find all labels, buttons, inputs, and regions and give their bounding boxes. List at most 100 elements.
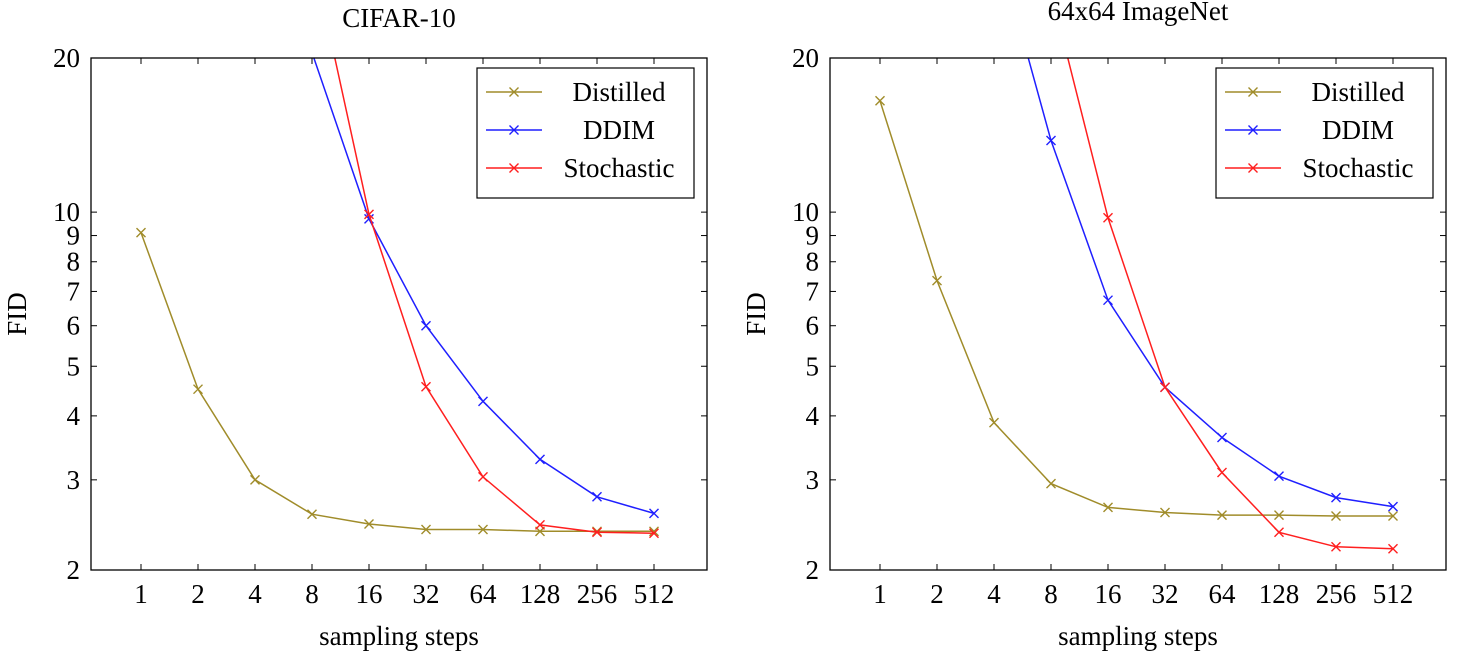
y-tick-label: 2 [67, 555, 81, 585]
data-point-distilled [136, 227, 146, 238]
data-point-ddim [1274, 471, 1284, 482]
data-point-stochastic [1388, 543, 1398, 554]
data-point-stochastic [1331, 541, 1341, 552]
plot-frame [829, 57, 1447, 571]
legend-label-ddim: DDIM [1322, 115, 1394, 145]
y-tick-label: 5 [67, 351, 81, 381]
data-point-ddim [592, 491, 602, 502]
x-tick-label: 256 [577, 579, 618, 609]
legend-label-stochastic: Stochastic [1303, 153, 1414, 183]
y-axis-label: FID [741, 292, 771, 336]
data-point-distilled [1388, 510, 1398, 521]
data-point-distilled [1274, 510, 1284, 521]
legend-marker-stochastic [509, 163, 519, 173]
y-tick-label: 20 [53, 43, 80, 73]
legend-label-ddim: DDIM [583, 115, 655, 145]
data-point-stochastic [1103, 212, 1113, 223]
x-tick-label: 1 [134, 579, 148, 609]
data-point-stochastic [1217, 467, 1227, 478]
y-axis-label: FID [2, 292, 32, 336]
data-point-ddim [1331, 492, 1341, 503]
y-tick-label: 10 [53, 197, 80, 227]
x-tick-label: 32 [413, 579, 440, 609]
data-point-ddim [1046, 135, 1056, 146]
data-point-stochastic [1274, 527, 1284, 538]
x-tick-label: 2 [191, 579, 205, 609]
data-point-distilled [649, 526, 659, 537]
data-point-distilled [989, 417, 999, 428]
data-point-stochastic [478, 471, 488, 482]
data-point-stochastic [421, 381, 431, 392]
data-point-ddim [535, 454, 545, 465]
chart-title: CIFAR-10 [342, 3, 456, 33]
x-tick-label: 32 [1152, 579, 1179, 609]
chart-panel-imagenet: 64x64 ImageNet 1 2 4 8 16 32 64 128 256 512 2 3 4 5 6 7… [741, 0, 1447, 651]
data-point-distilled [1217, 510, 1227, 521]
x-tick-label: 8 [305, 579, 319, 609]
x-axis-label: sampling steps [319, 621, 479, 651]
data-point-ddim [1103, 295, 1113, 306]
x-axis-label: sampling steps [1058, 621, 1218, 651]
y-tick-label: 20 [792, 43, 819, 73]
x-tick-label: 16 [356, 579, 383, 609]
legend-marker-distilled [509, 87, 519, 97]
data-point-distilled [250, 474, 260, 485]
data-point-distilled [364, 518, 374, 529]
y-tick-label: 9 [806, 221, 820, 251]
x-tick-label: 512 [1373, 579, 1414, 609]
data-point-distilled [421, 524, 431, 535]
y-tick-label: 7 [67, 276, 81, 306]
data-point-ddim [478, 396, 488, 407]
x-tick-label: 16 [1095, 579, 1122, 609]
y-tick-label: 4 [806, 401, 820, 431]
data-point-distilled [1331, 510, 1341, 521]
legend-marker-ddim [509, 125, 519, 135]
y-tick-label: 2 [806, 555, 820, 585]
data-point-ddim [308, 48, 317, 57]
data-point-stochastic [592, 527, 602, 538]
data-point-distilled [478, 524, 488, 535]
y-tick-label: 4 [67, 401, 81, 431]
y-tick-label: 8 [67, 247, 81, 277]
x-tick-label: 1 [873, 579, 887, 609]
series-line-ddim [1027, 58, 1394, 508]
y-tick-label: 7 [806, 276, 820, 306]
x-tick-label: 128 [520, 579, 561, 609]
data-point-stochastic [1160, 382, 1170, 393]
data-point-stochastic [364, 209, 374, 220]
data-point-distilled [875, 95, 885, 106]
y-tick-label: 3 [806, 465, 820, 495]
x-tick-label: 128 [1259, 579, 1300, 609]
y-tick-label: 10 [792, 197, 819, 227]
legend-box [1215, 67, 1434, 199]
data-point-stochastic [535, 519, 545, 530]
legend-label-distilled: Distilled [1312, 77, 1405, 107]
x-tick-label: 64 [1209, 579, 1237, 609]
series-line-distilled [140, 232, 654, 533]
y-tick-label: 6 [67, 311, 81, 341]
x-tick-label: 4 [987, 579, 1001, 609]
y-tick-label: 3 [67, 465, 81, 495]
x-tick-label: 64 [470, 579, 498, 609]
x-tick-label: 2 [930, 579, 944, 609]
y-tick-label: 9 [67, 221, 81, 251]
data-point-ddim [649, 508, 659, 519]
series-line-distilled [879, 100, 1393, 517]
legend-marker-stochastic [1248, 163, 1258, 173]
y-tick-label: 5 [806, 351, 820, 381]
x-tick-label: 8 [1044, 579, 1058, 609]
legend-marker-ddim [1248, 125, 1258, 135]
y-tick-label: 8 [806, 247, 820, 277]
x-tick-label: 4 [248, 579, 262, 609]
data-point-stochastic [649, 528, 659, 539]
data-point-distilled [1046, 478, 1056, 489]
data-point-ddim [1388, 501, 1398, 512]
data-point-distilled [1103, 502, 1113, 513]
chart-panel-cifar10: CIFAR-10 1 2 4 8 16 32 64 128 256 512234567891020… [2, 3, 708, 651]
y-tick-label: 6 [806, 311, 820, 341]
legend-label-distilled: Distilled [573, 77, 666, 107]
x-tick-label: 256 [1316, 579, 1357, 609]
legend-marker-distilled [1248, 87, 1258, 97]
data-point-distilled [193, 384, 203, 395]
